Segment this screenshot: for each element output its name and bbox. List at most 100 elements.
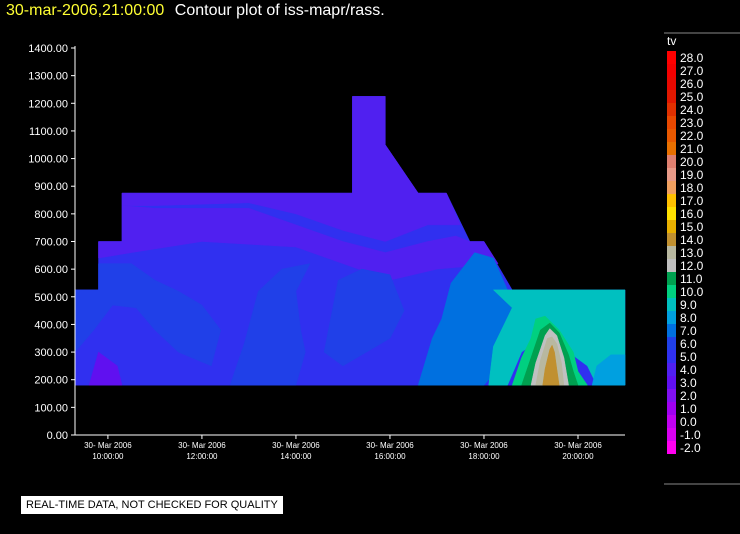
colorbar-swatch xyxy=(667,285,676,298)
colorbar-label: 18.0 xyxy=(680,181,704,195)
colorbar-swatch xyxy=(667,363,676,376)
y-tick-label: 1100.00 xyxy=(29,126,68,138)
colorbar-swatch xyxy=(667,90,676,103)
chart-header: 30-mar-2006,21:00:00 Contour plot of iss… xyxy=(6,2,385,20)
colorbar-label: 0.0 xyxy=(680,415,697,429)
y-tick-label: 1300.00 xyxy=(28,71,68,83)
contour-region xyxy=(591,354,626,386)
colorbar-label: 4.0 xyxy=(680,363,697,377)
colorbar-label: 15.0 xyxy=(680,220,704,234)
colorbar-label: 21.0 xyxy=(680,142,704,156)
colorbar-swatch xyxy=(667,116,676,129)
colorbar-label: 13.0 xyxy=(680,246,704,260)
x-tick-time-label: 14:00:00 xyxy=(280,452,312,461)
colorbar-swatch xyxy=(667,233,676,246)
colorbar-swatch xyxy=(667,220,676,233)
colorbar-label: 11.0 xyxy=(680,272,703,286)
colorbar-label: 14.0 xyxy=(680,233,704,247)
colorbar-label: 3.0 xyxy=(680,376,697,390)
colorbar-swatch xyxy=(667,402,676,415)
colorbar-swatch xyxy=(667,194,676,207)
colorbar-swatch xyxy=(667,207,676,220)
y-tick-label: 900.00 xyxy=(34,181,68,193)
colorbar-label: 7.0 xyxy=(680,324,697,338)
colorbar-swatches: 28.027.026.025.024.023.022.021.020.019.0… xyxy=(667,51,704,455)
chart-title: Contour plot of iss-mapr/rass. xyxy=(174,2,385,19)
colorbar-label: -2.0 xyxy=(680,441,701,455)
contour-region xyxy=(88,351,123,386)
colorbar-swatch xyxy=(667,272,676,285)
colorbar-label: 16.0 xyxy=(680,207,704,221)
colorbar-label: 28.0 xyxy=(680,51,704,65)
colorbar-swatch xyxy=(667,298,676,311)
colorbar-label: 1.0 xyxy=(680,402,697,416)
y-tick-label: 500.00 xyxy=(34,292,68,304)
colorbar-swatch xyxy=(667,428,676,441)
x-tick-time-label: 18:00:00 xyxy=(468,452,500,461)
x-tick-date-label: 30- Mar 2006 xyxy=(366,441,414,450)
colorbar-swatch xyxy=(667,311,676,324)
y-tick-label: 800.00 xyxy=(34,209,68,221)
colorbar-label: 10.0 xyxy=(680,285,704,299)
x-tick-time-label: 10:00:00 xyxy=(92,452,124,461)
x-tick-date-label: 30- Mar 2006 xyxy=(554,441,602,450)
colorbar-swatch xyxy=(667,324,676,337)
colorbar-label: -1.0 xyxy=(680,428,701,442)
quality-notice: REAL-TIME DATA, NOT CHECKED FOR QUALITY xyxy=(20,495,284,515)
colorbar-label: 5.0 xyxy=(680,350,697,364)
colorbar-swatch xyxy=(667,51,676,64)
colorbar-label: 25.0 xyxy=(680,90,704,104)
colorbar-swatch xyxy=(667,77,676,90)
colorbar-swatch xyxy=(667,337,676,350)
colorbar-swatch xyxy=(667,64,676,77)
y-tick-label: 200.00 xyxy=(34,375,68,387)
colorbar-label: 24.0 xyxy=(680,103,704,117)
colorbar-swatch xyxy=(667,181,676,194)
colorbar-label: 20.0 xyxy=(680,155,704,169)
colorbar-swatch xyxy=(667,103,676,116)
y-tick-label: 0.00 xyxy=(47,430,68,442)
y-tick-label: 100.00 xyxy=(34,402,68,414)
x-tick-date-label: 30- Mar 2006 xyxy=(84,441,132,450)
x-tick-date-label: 30- Mar 2006 xyxy=(460,441,508,450)
contour-regions xyxy=(74,96,626,386)
y-tick-label: 600.00 xyxy=(34,264,68,276)
colorbar-swatch xyxy=(667,259,676,272)
colorbar-swatch xyxy=(667,415,676,428)
y-tick-label: 1400.00 xyxy=(28,43,68,55)
y-tick-label: 400.00 xyxy=(34,319,68,331)
x-tick-date-label: 30- Mar 2006 xyxy=(272,441,320,450)
colorbar-label: 23.0 xyxy=(680,116,704,130)
colorbar-label: 12.0 xyxy=(680,259,704,273)
y-tick-label: 700.00 xyxy=(34,237,68,249)
colorbar-swatch xyxy=(667,155,676,168)
x-tick-time-label: 20:00:00 xyxy=(562,452,594,461)
contour-region xyxy=(121,96,461,242)
contour-region xyxy=(323,268,405,367)
plot-axes: 0.00 100.00 200.00 300.00 400.00 500.00 600.00… xyxy=(28,43,625,461)
colorbar-label: 9.0 xyxy=(680,298,697,312)
colorbar-label: 27.0 xyxy=(680,64,704,78)
colorbar-swatch xyxy=(667,129,676,142)
colorbar-label: 19.0 xyxy=(680,168,704,182)
colorbar-swatch xyxy=(667,142,676,155)
y-tick-label: 1200.00 xyxy=(28,98,68,110)
colorbar-swatch xyxy=(667,376,676,389)
colorbar-swatch xyxy=(667,246,676,259)
contour-region xyxy=(74,263,221,367)
colorbar-label: 22.0 xyxy=(680,129,704,143)
y-tick-label: 300.00 xyxy=(34,347,68,359)
chart-timestamp: 30-mar-2006,21:00:00 xyxy=(6,2,165,19)
colorbar-label: 2.0 xyxy=(680,389,697,403)
colorbar-label: 8.0 xyxy=(680,311,697,325)
colorbar-swatch xyxy=(667,350,676,363)
x-tick-time-label: 16:00:00 xyxy=(374,452,406,461)
x-tick-date-label: 30- Mar 2006 xyxy=(178,441,226,450)
colorbar-label: 6.0 xyxy=(680,337,697,351)
colorbar-swatch xyxy=(667,389,676,402)
x-tick-time-label: 12:00:00 xyxy=(186,452,218,461)
colorbar-label: 26.0 xyxy=(680,77,704,91)
colorbar-title: tv xyxy=(667,34,676,48)
